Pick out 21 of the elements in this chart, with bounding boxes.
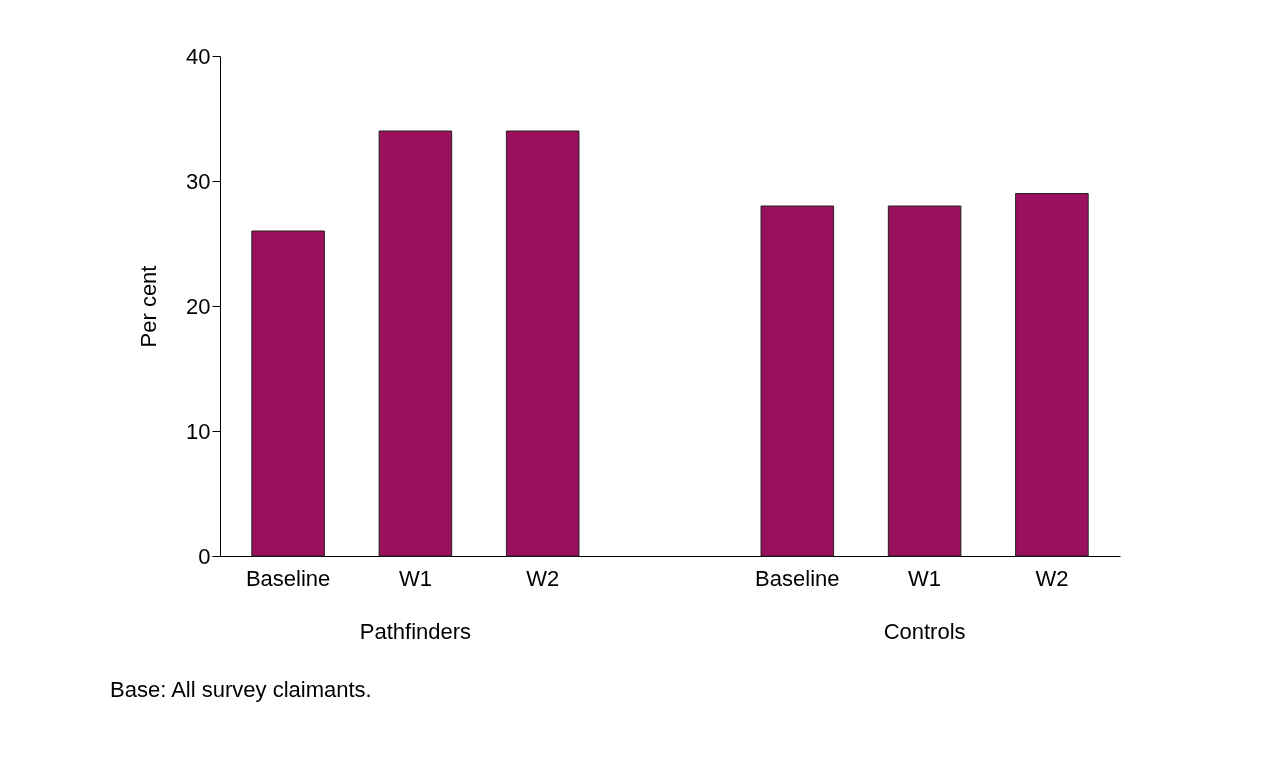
bar [1015,193,1089,557]
x-tick-label: W2 [1035,565,1069,591]
y-axis-title: Per cent [136,265,162,348]
y-tick-label: 0 [198,543,211,569]
x-tick-label: W2 [526,565,560,591]
text: Controls [883,619,966,644]
text: Pathfinders [359,619,472,644]
y-tick-label: 40 [186,43,211,69]
bar [760,205,835,557]
bar [887,205,962,557]
bar [251,230,325,557]
bar [378,130,453,557]
text: Base: All survey claimants. [110,677,372,702]
y-tick-label: 10 [186,418,211,444]
x-tick-label: Baseline [245,565,331,591]
x-tick-label: W1 [908,565,942,591]
y-tick-label: 20 [186,293,211,319]
x-tick-label: W1 [398,565,432,591]
bar [505,130,580,557]
y-tick-label: 30 [186,168,211,194]
x-tick-label: Baseline [755,565,840,591]
